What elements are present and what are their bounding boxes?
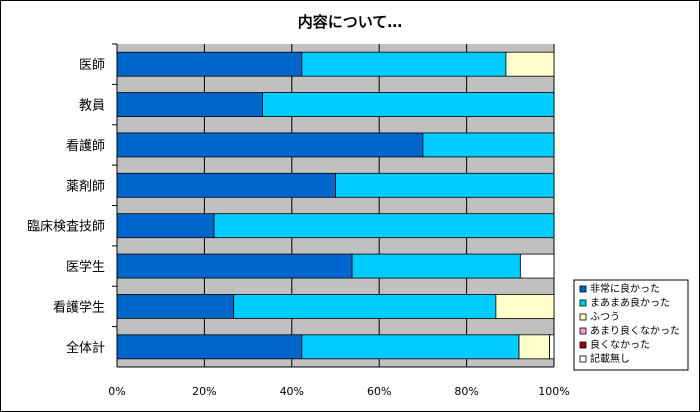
bar-segment: [549, 334, 555, 360]
bar-segment: [495, 294, 555, 319]
legend-swatch: [579, 355, 587, 363]
x-tick-label: 100%: [538, 385, 569, 398]
legend-swatch: [579, 285, 587, 293]
bar-segment: [301, 51, 507, 77]
legend-label: 記載無し: [590, 352, 630, 365]
legend-swatch: [579, 313, 587, 321]
x-tick-label: 60%: [367, 385, 391, 398]
bar-segment: [116, 172, 336, 198]
legend-swatch: [579, 341, 587, 349]
bar-segment: [262, 92, 555, 117]
legend-label: あまり良くなかった: [590, 324, 680, 337]
category-label: 薬剤師: [66, 178, 105, 194]
legend-label: 良くなかった: [590, 338, 650, 351]
bar-segment: [335, 172, 555, 198]
legend-swatch: [579, 327, 587, 335]
x-tick-label: 0%: [108, 385, 125, 398]
legend-label: まあまあ良かった: [590, 296, 670, 309]
bar-segment: [301, 334, 520, 360]
category-label: 看護学生: [53, 299, 105, 315]
x-tick-label: 20%: [192, 385, 216, 398]
category-label: 教員: [79, 98, 105, 114]
category-label: 医学生: [66, 259, 105, 275]
bar-segment: [116, 253, 353, 279]
legend-label: ふつう: [590, 311, 620, 323]
category-label: 臨床検査技師: [27, 220, 105, 235]
bar-segment: [116, 51, 303, 77]
category-label: 医師: [79, 58, 105, 73]
bar-segment: [213, 213, 555, 239]
category-label: 看護師: [66, 138, 105, 154]
category-label: 全体計: [66, 340, 105, 356]
legend-swatch: [579, 299, 587, 307]
chart-title: 内容について…: [298, 13, 403, 31]
legend-label: 非常に良かった: [590, 282, 660, 295]
bar-segment: [233, 294, 497, 319]
bar-segment: [116, 294, 235, 319]
bar-segment: [518, 334, 551, 360]
bar-segment: [505, 51, 555, 77]
plot-area: 0% 20% 40% 60% 80% 100% 医師教員看護師薬剤師臨床検査技師医学生看護学…: [27, 43, 570, 398]
bar-segment: [116, 334, 303, 360]
bar-segment: [519, 253, 555, 279]
bar-segment: [351, 253, 521, 279]
x-tick-label: 40%: [280, 385, 304, 398]
legend-box: [573, 279, 689, 371]
x-tick-label: 80%: [454, 385, 478, 398]
bar-segment: [116, 213, 215, 239]
bar-segment: [116, 132, 424, 158]
bar-segment: [422, 132, 555, 158]
bar-segment: [116, 92, 263, 117]
